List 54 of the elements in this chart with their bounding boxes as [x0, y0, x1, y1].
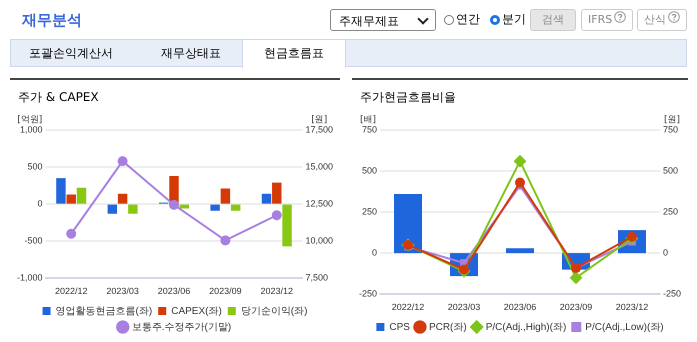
y-tick-label: -500 — [24, 236, 43, 246]
text: 재무상태표 — [160, 45, 222, 62]
y2-tick-label: 10,000 — [305, 236, 334, 246]
y2-tick-label: 0 — [662, 248, 668, 258]
y2-tick-label: 500 — [662, 166, 678, 176]
y2-axis-title: [원] — [664, 114, 680, 125]
y2-tick-label: 17,500 — [305, 124, 334, 134]
y-tick-label: 750 — [362, 124, 378, 134]
x-tick-label: 2023/09 — [209, 286, 242, 296]
legend-label: P/C(Adj.,Low)(좌) — [585, 322, 664, 333]
y2-tick-label: 250 — [662, 206, 678, 217]
y-axis-title: [배] — [360, 114, 376, 125]
legend-label: CPS — [389, 322, 410, 333]
y2-tick-label: -250 — [662, 288, 681, 299]
x-tick-label: 2023/03 — [106, 286, 139, 296]
x-tick-label: 2023/06 — [158, 286, 190, 296]
y-tick-label: 250 — [362, 206, 378, 217]
legend-label: 보통주.수정주가(기말) — [132, 322, 232, 333]
y-tick-label: -250 — [359, 288, 378, 299]
chart-title: 주가 & CAPEX — [18, 89, 99, 106]
x-tick-label: 2023/03 — [448, 302, 480, 312]
y2-tick-label: 7,500 — [305, 272, 328, 283]
legend-label: PCR(좌) — [428, 322, 467, 333]
x-tick-label: 2022/12 — [54, 286, 88, 296]
y-tick-label: 0 — [372, 248, 378, 258]
x-tick-label: 2023/12 — [260, 286, 294, 296]
x-tick-label: 2023/09 — [560, 302, 592, 312]
legend-label: CAPEX(좌) — [171, 306, 222, 317]
chart-title: 주가현금흐름비율 — [360, 89, 456, 106]
y2-tick-label: 12,500 — [305, 198, 334, 209]
legend-label: 영업활동현금흐름(좌) — [56, 306, 152, 317]
text: 산식 — [637, 9, 687, 31]
y2-tick-label: 750 — [662, 124, 678, 134]
legend-label: P/C(Adj.,High)(좌) — [486, 322, 566, 333]
y-tick-label: 500 — [27, 162, 43, 172]
text: 분기 — [502, 11, 526, 28]
y-axis-title: [억원] — [17, 114, 42, 125]
text: 현금흐름표 — [242, 40, 346, 68]
text: 연간 — [456, 11, 480, 28]
text: 주재무제표 — [330, 9, 436, 31]
y-tick-label: 500 — [362, 166, 378, 176]
y2-axis-title: [원] — [311, 114, 328, 125]
text: IFRS — [581, 9, 634, 31]
y-tick-label: -1,000 — [16, 272, 43, 283]
y-tick-label: 0 — [38, 198, 43, 209]
x-tick-label: 2023/12 — [616, 302, 648, 312]
x-tick-label: 2022/12 — [392, 302, 424, 312]
text: 포괄손익계산서 — [28, 45, 114, 62]
y-tick-label: 1,000 — [20, 124, 43, 134]
text: 검색 — [530, 9, 576, 31]
x-tick-label: 2023/06 — [504, 302, 536, 312]
legend-label: 당기순이익(좌) — [240, 306, 308, 317]
y2-tick-label: 15,000 — [305, 162, 334, 172]
text: 재무분석 — [22, 11, 82, 30]
